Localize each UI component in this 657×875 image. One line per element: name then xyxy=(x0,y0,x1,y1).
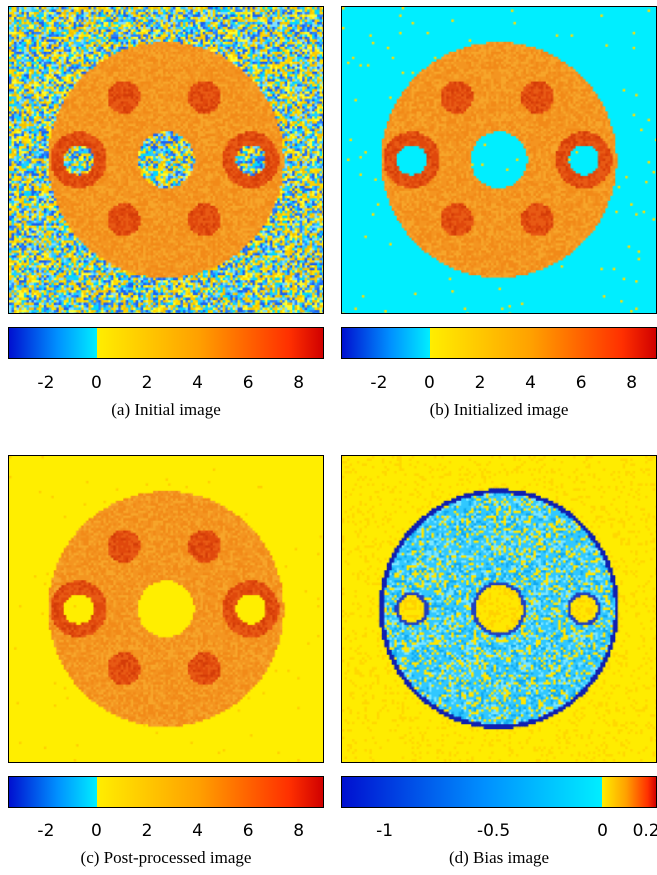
colorbar-tick-label: 0 xyxy=(424,373,435,393)
image-initialized-canvas xyxy=(342,7,656,313)
colorbar-tick-label: 4 xyxy=(192,821,204,841)
colorbar-tick-label: -0.5 xyxy=(476,821,511,841)
colorbar-tick-label: 6 xyxy=(575,373,587,393)
colorbar-tick-label: -1 xyxy=(376,821,394,841)
colorbar-tick-label: 2 xyxy=(141,821,153,841)
colorbar-tick-label: 4 xyxy=(525,373,537,393)
colorbar-tick-label: 6 xyxy=(242,821,254,841)
image-initialized xyxy=(341,6,657,314)
caption-b: (b) Initialized image xyxy=(429,400,569,419)
colorbar-tick-label: 8 xyxy=(293,821,305,841)
colorbar-d-ticks: -1 -0.5 0 0.2 xyxy=(341,821,657,847)
image-initial-canvas xyxy=(9,7,323,313)
colorbar-tick-label: 4 xyxy=(192,373,204,393)
caption-a: (a) Initial image xyxy=(111,400,221,419)
colorbar-tick-label: 8 xyxy=(626,373,638,393)
colorbar-tick-label: 8 xyxy=(293,373,305,393)
image-bias xyxy=(341,455,657,763)
colorbar-tick-label: -2 xyxy=(37,821,55,841)
colorbar-tick-label: 0 xyxy=(91,821,102,841)
caption-c: (c) Post-processed image xyxy=(80,848,252,867)
colorbar-tick-label: 2 xyxy=(474,373,486,393)
image-bias-canvas xyxy=(342,456,656,762)
caption-d: (d) Bias image xyxy=(448,848,550,867)
colorbar-c xyxy=(8,776,324,808)
colorbar-a xyxy=(8,327,324,359)
colorbar-b xyxy=(341,327,657,359)
colorbar-a-ticks: -2 0 2 4 6 8 xyxy=(8,373,324,399)
colorbar-tick-label: 0 xyxy=(597,821,608,841)
colorbar-tick-label: 2 xyxy=(141,373,153,393)
colorbar-tick-label: 0.2 xyxy=(632,821,657,841)
colorbar-tick-label: 6 xyxy=(242,373,254,393)
image-post-processed-canvas xyxy=(9,456,323,762)
colorbar-tick-label: 0 xyxy=(91,373,102,393)
colorbar-tick-label: -2 xyxy=(370,373,388,393)
colorbar-b-ticks: -2 0 2 4 6 8 xyxy=(341,373,657,399)
colorbar-d xyxy=(341,776,657,808)
colorbar-c-ticks: -2 0 2 4 6 8 xyxy=(8,821,324,847)
colorbar-tick-label: -2 xyxy=(37,373,55,393)
image-initial xyxy=(8,6,324,314)
image-post-processed xyxy=(8,455,324,763)
